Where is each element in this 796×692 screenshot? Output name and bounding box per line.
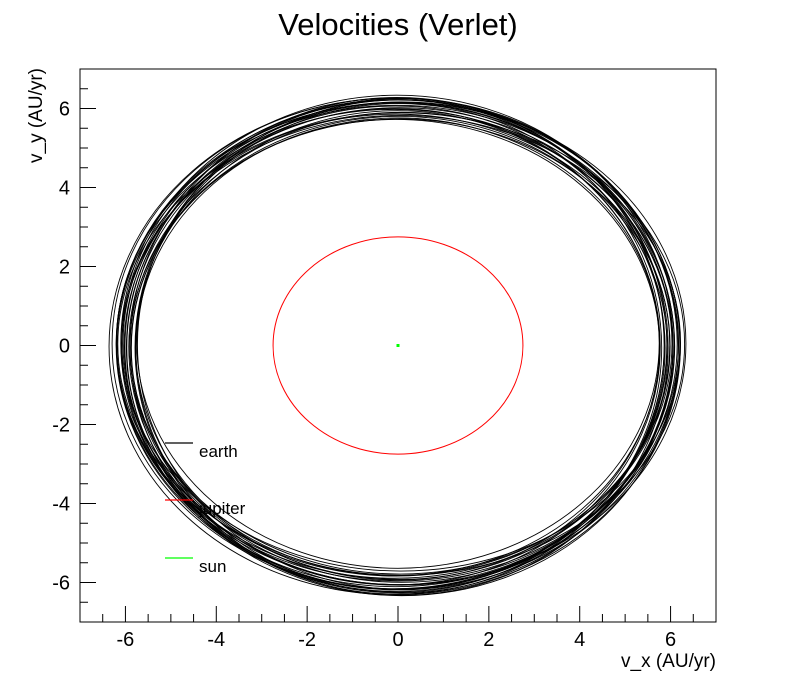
legend-label-sun: sun <box>199 557 226 576</box>
legend-item-sun: sun <box>165 557 226 576</box>
x-axis-label: v_x (AU/yr) <box>621 651 716 672</box>
earth-orbit-loop <box>129 118 671 575</box>
legend-label-jupiter: jupiter <box>198 499 246 518</box>
earth-orbit-loop <box>125 105 666 590</box>
legend-item-jupiter: jupiter <box>165 499 246 518</box>
x-tick-label: 0 <box>392 629 403 651</box>
legend: earth jupiter sun <box>165 442 246 576</box>
y-tick-label: 2 <box>59 257 70 279</box>
x-tick-label: 4 <box>574 629 585 651</box>
series-sun <box>396 344 400 347</box>
jupiter-orbit <box>272 236 524 455</box>
y-axis-label: v_y (AU/yr) <box>26 68 47 163</box>
y-tick-label: -4 <box>52 494 70 516</box>
y-tick-label: 0 <box>59 336 70 358</box>
x-tick-label: -2 <box>298 629 316 651</box>
y-tick-label: 4 <box>59 178 70 200</box>
legend-item-earth: earth <box>165 442 238 461</box>
x-tick-label: -4 <box>207 629 225 651</box>
x-tick-label: 2 <box>483 629 494 651</box>
series-earth <box>108 94 687 597</box>
series-jupiter <box>272 236 524 455</box>
axes: -6 -4 -2 0 2 4 6 -6 -4 -2 0 2 4 6 <box>52 88 694 651</box>
plot-area <box>108 94 687 597</box>
y-tick-label: -6 <box>52 573 70 595</box>
earth-orbit-loop <box>135 103 663 593</box>
chart-title: Velocities (Verlet) <box>278 7 518 42</box>
earth-orbit-loop <box>122 101 681 586</box>
sun-point <box>396 344 400 347</box>
legend-label-earth: earth <box>199 442 238 461</box>
earth-orbit-loop <box>116 108 673 579</box>
x-tick-label: 6 <box>665 629 676 651</box>
y-tick-label: -2 <box>52 415 70 437</box>
earth-orbit-loop <box>121 99 668 590</box>
y-tick-label: 6 <box>59 99 70 121</box>
x-tick-label: -6 <box>117 629 135 651</box>
earth-orbit-loop <box>120 94 674 592</box>
